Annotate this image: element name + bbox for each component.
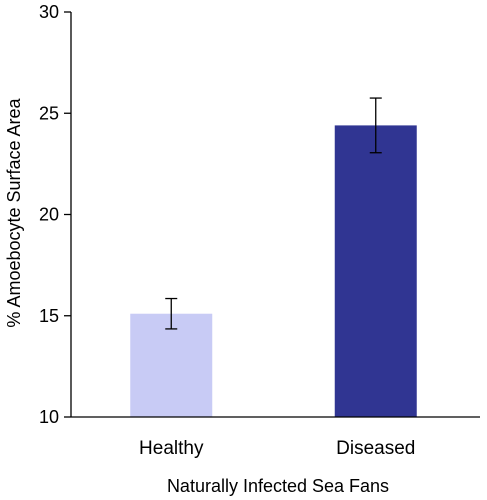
bar-diseased <box>334 125 417 418</box>
error-bar-healthy <box>165 297 178 330</box>
y-tick-label: 25 <box>39 103 59 123</box>
y-axis-ticks: 10 15 20 25 30 <box>39 2 71 427</box>
y-tick-label: 15 <box>39 306 59 326</box>
x-tick-label: Diseased <box>336 438 415 459</box>
bar-healthy <box>130 313 213 417</box>
y-tick-label: 10 <box>39 407 59 427</box>
y-axis-title: % Amoebocyte Surface Area <box>4 97 24 327</box>
bars <box>130 125 417 418</box>
x-tick-label: Healthy <box>139 438 204 459</box>
x-axis-title: Naturally Infected Sea Fans <box>167 476 389 496</box>
y-tick-label: 30 <box>39 2 59 22</box>
error-bars <box>165 97 382 330</box>
x-axis-labels: Healthy Diseased <box>139 438 415 459</box>
error-bar-diseased <box>369 97 382 154</box>
y-tick-label: 20 <box>39 205 59 225</box>
